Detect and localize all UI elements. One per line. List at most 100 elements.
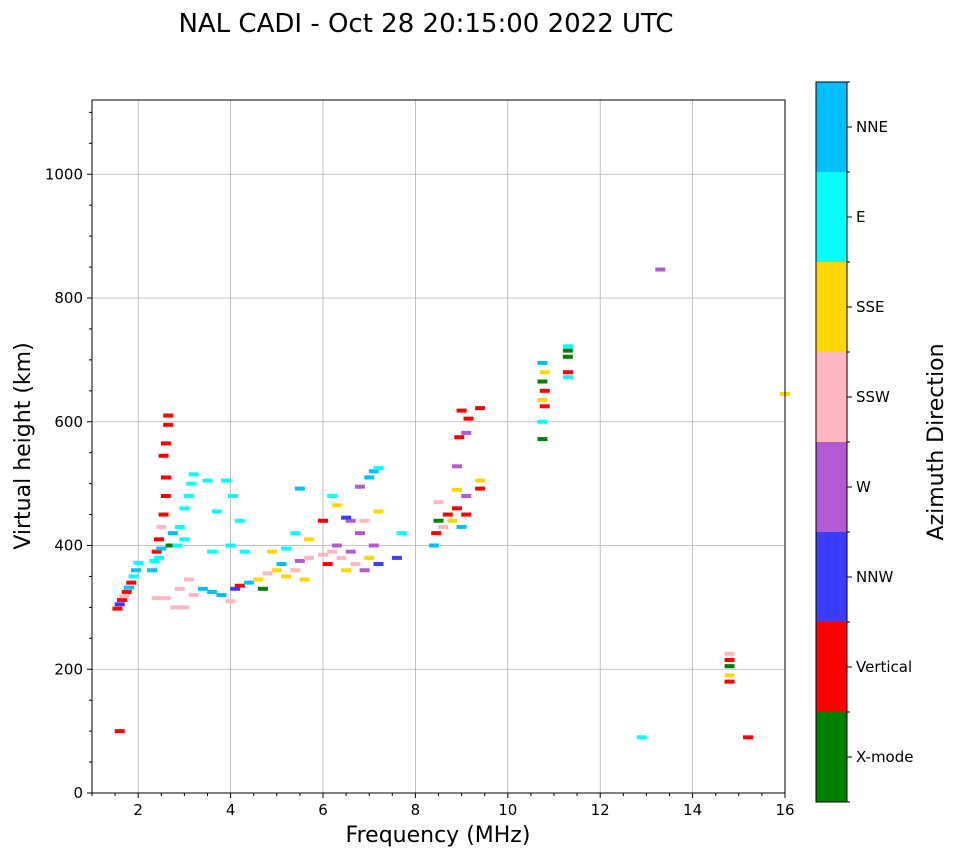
- colorbar-tick-label: Vertical: [856, 658, 912, 676]
- colorbar-tick-label: E: [856, 208, 865, 226]
- data-point: [179, 605, 190, 610]
- colorbar-tick-label: W: [856, 478, 871, 496]
- data-point: [153, 537, 164, 542]
- data-point: [158, 453, 169, 458]
- colorbar-segment: [816, 352, 847, 442]
- data-point: [179, 506, 190, 511]
- data-point: [537, 379, 548, 384]
- data-point: [350, 562, 361, 567]
- colorbar-segment: [816, 532, 847, 622]
- data-point: [121, 589, 132, 594]
- plot-frame: [91, 99, 786, 794]
- data-point: [537, 437, 548, 442]
- data-point: [151, 596, 162, 601]
- data-point: [156, 546, 167, 551]
- data-point: [456, 408, 467, 413]
- data-point: [461, 512, 472, 517]
- data-point: [126, 580, 137, 585]
- data-point: [207, 549, 218, 554]
- data-point: [539, 404, 550, 409]
- data-point: [463, 416, 474, 421]
- x-tick-label: 12: [591, 801, 610, 819]
- grid-lines: [92, 100, 786, 794]
- data-point: [304, 537, 315, 542]
- data-point: [539, 388, 550, 393]
- x-tick-label: 10: [498, 801, 517, 819]
- colorbar-segment: [816, 442, 847, 532]
- data-point: [156, 524, 167, 529]
- data-point: [234, 518, 245, 523]
- data-point: [130, 568, 141, 573]
- data-point: [461, 430, 472, 435]
- data-point: [562, 375, 573, 380]
- data-point: [299, 577, 310, 582]
- data-point: [253, 577, 264, 582]
- colorbar-segment: [816, 262, 847, 352]
- data-point: [345, 549, 356, 554]
- data-point: [562, 370, 573, 375]
- data-point: [454, 435, 465, 440]
- data-point: [128, 574, 139, 579]
- colorbar-frame: [815, 81, 848, 803]
- data-point: [368, 469, 379, 474]
- data-point: [151, 549, 162, 554]
- data-point: [359, 518, 370, 523]
- data-point: [153, 555, 164, 560]
- colorbar: X-mode Vertical NNW W SSW SSE E NNE: [815, 81, 913, 803]
- data-point: [123, 585, 134, 590]
- data-points: [112, 267, 790, 740]
- data-point: [257, 586, 268, 591]
- data-point: [160, 596, 171, 601]
- colorbar-segment: [816, 622, 847, 712]
- y-tick-label: 200: [54, 660, 83, 678]
- data-point: [373, 562, 384, 567]
- colorbar-tick-label: NNE: [856, 118, 888, 136]
- y-axis-ticks: 0 200 400 600 800 1000: [45, 111, 92, 802]
- data-point: [433, 500, 444, 505]
- data-point: [456, 524, 467, 529]
- data-point: [184, 577, 195, 582]
- data-point: [174, 524, 185, 529]
- data-point: [724, 679, 735, 684]
- chart-title: NAL CADI - Oct 28 20:15:00 2022 UTC: [178, 9, 673, 39]
- data-point: [167, 531, 178, 536]
- data-point: [179, 537, 190, 542]
- colorbar-tick-label: SSE: [856, 298, 885, 316]
- data-point: [364, 475, 375, 480]
- data-point: [327, 549, 338, 554]
- data-point: [133, 560, 144, 565]
- y-axis-label: Virtual height (km): [11, 342, 36, 549]
- data-point: [562, 354, 573, 359]
- data-point: [475, 478, 486, 483]
- data-point: [160, 494, 171, 498]
- data-point: [537, 419, 548, 424]
- colorbar-tick-label: NNW: [856, 568, 893, 586]
- data-point: [318, 552, 328, 557]
- data-point: [227, 494, 238, 498]
- data-point: [373, 509, 384, 514]
- data-point: [234, 583, 245, 588]
- data-point: [290, 568, 301, 573]
- colorbar-tick-label: X-mode: [856, 748, 913, 766]
- data-point: [322, 562, 333, 567]
- data-point: [341, 515, 352, 520]
- x-tick-label: 2: [133, 801, 143, 819]
- data-point: [359, 568, 370, 573]
- data-point: [163, 422, 174, 427]
- data-point: [112, 606, 123, 611]
- data-point: [318, 518, 328, 523]
- data-point: [461, 494, 472, 498]
- data-point: [160, 441, 171, 446]
- data-point: [294, 486, 305, 491]
- data-point: [117, 597, 128, 602]
- x-tick-label: 8: [411, 801, 421, 819]
- y-tick-label: 400: [54, 537, 83, 555]
- y-tick-label: 800: [54, 289, 83, 307]
- data-point: [216, 593, 227, 597]
- data-point: [202, 478, 213, 483]
- data-point: [165, 543, 176, 548]
- data-point: [267, 549, 278, 554]
- data-point: [271, 568, 282, 573]
- data-point: [331, 543, 342, 548]
